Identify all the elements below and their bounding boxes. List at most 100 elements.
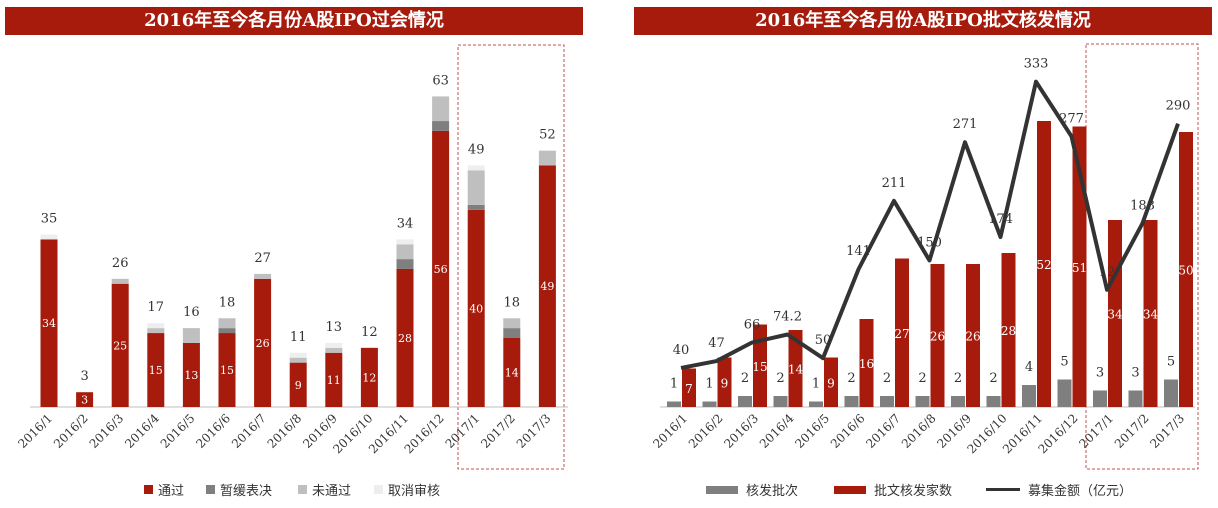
line-value-label: 271 [953, 117, 978, 132]
bar-value-label: 28 [398, 332, 412, 345]
line-value-label: 141 [846, 244, 871, 259]
x-tick-label: 2016/3 [721, 411, 761, 451]
bar-total-label: 16 [183, 305, 200, 320]
bar-batches-label: 1 [705, 377, 713, 392]
bar-approvals-label: 27 [894, 327, 909, 341]
bar-batches [844, 396, 859, 407]
bar-value-label: 49 [540, 280, 554, 293]
bar-batches [667, 401, 681, 407]
bar-pass [289, 362, 307, 407]
bar-batches [702, 401, 717, 407]
bar-value-label: 56 [434, 263, 448, 276]
bar-batches [809, 401, 823, 407]
bar-deferred [396, 259, 414, 269]
bar-approvals-label: 28 [1001, 324, 1016, 338]
bar-batches [1128, 390, 1143, 407]
legend-label-funds: 募集金额（亿元） [1028, 484, 1133, 499]
bar-pass [360, 347, 378, 407]
right-chart-title: 2016年至今各月份A股IPO批文核发情况 [634, 7, 1212, 35]
bar-batches-label: 2 [847, 371, 855, 386]
x-tick-label: 2016/8 [899, 411, 939, 451]
bar-pass [218, 333, 236, 407]
bar-rejected [182, 328, 200, 343]
bar-pass [254, 278, 272, 407]
legend-label-batches: 核发批次 [746, 484, 799, 499]
bar-batches-label: 2 [989, 371, 997, 386]
bar-batches-label: 5 [1167, 355, 1175, 370]
bar-deferred [432, 121, 450, 131]
legend-label-pass: 通过 [158, 484, 185, 499]
bar-rejected [503, 318, 521, 329]
legend-item-cancelled: 取消审核 [374, 480, 440, 499]
x-tick-label: 2016/12 [402, 411, 447, 456]
bar-total-label: 27 [254, 251, 271, 266]
bar-approvals [1179, 132, 1193, 407]
bar-approvals-label: 15 [752, 360, 767, 374]
bar-approvals-label: 34 [1143, 308, 1159, 322]
bar-approvals [1001, 253, 1016, 407]
bar-total-label: 52 [539, 128, 556, 143]
bar-deferred [218, 328, 236, 334]
bar-rejected [432, 96, 450, 122]
x-tick-label: 2017/2 [478, 411, 518, 451]
legend-item-rejected: 未通过 [298, 480, 351, 499]
bar-rejected [218, 318, 236, 329]
line-value-label: 12 [1099, 265, 1116, 280]
line-value-label: 188 [1130, 198, 1155, 213]
bar-batches-label: 2 [741, 371, 749, 386]
legend-swatch-cancelled [374, 485, 383, 494]
bar-approvals [1072, 126, 1087, 407]
bar-pass [182, 342, 200, 407]
x-tick-label: 2016/1 [650, 411, 690, 451]
bar-approvals-label: 26 [930, 330, 945, 344]
bar-approvals [1037, 121, 1051, 407]
line-value-label: 66 [744, 318, 761, 333]
x-tick-label: 2016/6 [828, 411, 868, 451]
bar-approvals [682, 368, 696, 407]
bar-rejected [538, 150, 556, 166]
bar-rejected [325, 347, 343, 353]
bar-rejected [467, 170, 485, 205]
highlight-box-2017 [457, 44, 565, 470]
bar-deferred [503, 328, 521, 338]
legend-item-pass: 通过 [144, 480, 184, 499]
bar-cancelled [40, 234, 58, 240]
bar-cancelled [467, 165, 485, 171]
left-chart-svg: 34 35 2016/1 3 3 2016/2 25 26 2016/3 15 17 2016/4 13… [15, 44, 568, 470]
bar-approvals-label: 9 [827, 376, 835, 390]
x-tick-label: 2016/4 [122, 411, 162, 451]
bar-approvals-label: 9 [721, 376, 729, 390]
legend-swatch-pass [144, 485, 153, 494]
legend-item-deferred: 暂缓表决 [206, 480, 272, 499]
bar-total-label: 63 [432, 73, 449, 88]
bar-total-label: 49 [468, 142, 485, 157]
bar-value-label: 26 [256, 337, 270, 350]
line-value-label: 174 [988, 212, 1013, 227]
bar-value-label: 3 [81, 394, 88, 407]
bar-value-label: 15 [220, 364, 234, 377]
bar-batches [1057, 379, 1072, 407]
bar-total-label: 18 [219, 295, 236, 310]
legend-label-deferred: 暂缓表决 [220, 484, 273, 499]
x-tick-label: 2016/4 [757, 411, 797, 451]
bar-total-label: 26 [112, 256, 129, 271]
bar-batches [1022, 385, 1036, 407]
left-chart-title: 2016年至今各月份A股IPO过会情况 [5, 7, 583, 35]
bar-value-label: 13 [184, 369, 198, 382]
bar-approvals [895, 258, 909, 407]
bar-batches [951, 396, 965, 407]
bar-approvals-label: 26 [965, 330, 980, 344]
x-tick-label: 2017/3 [514, 411, 554, 451]
legend-swatch-funds [986, 488, 1020, 491]
bar-approvals-label: 14 [788, 363, 804, 377]
line-value-label: 333 [1024, 57, 1049, 72]
bar-value-label: 9 [295, 379, 302, 392]
bar-batches-label: 1 [812, 377, 820, 392]
bar-approvals [859, 319, 874, 407]
bar-rejected [254, 273, 272, 279]
legend-swatch-approvals [834, 485, 866, 494]
left-chart-panel: 2016年至今各月份A股IPO过会情况 34 35 2016/1 3 3 2016/2 25… [0, 0, 590, 508]
bar-approvals-label: 16 [859, 357, 874, 371]
x-tick-label: 2016/5 [158, 411, 198, 451]
